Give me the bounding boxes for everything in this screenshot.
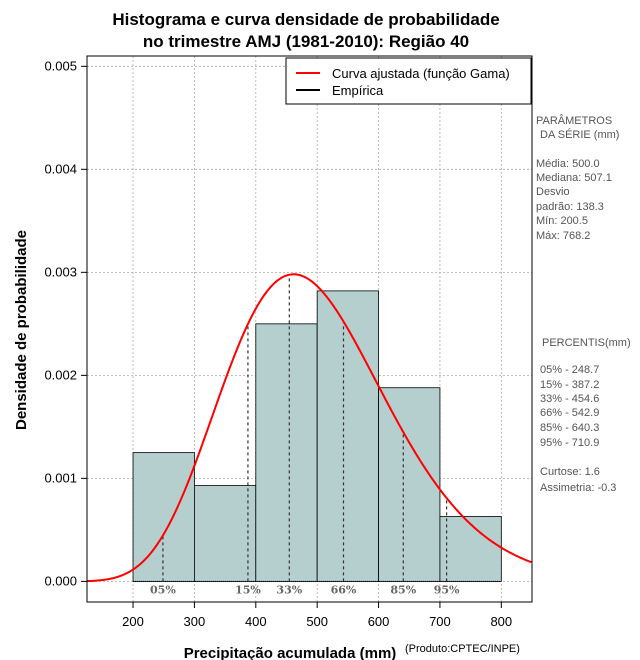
x-tick-label-300: 300 <box>184 614 206 629</box>
legend-label-gamma: Curva ajustada (função Gama) <box>332 66 510 81</box>
plot-frame <box>86 55 533 603</box>
stat-min: Mín: 200.5 <box>536 215 588 227</box>
percentil-05: 05% - 248.7 <box>540 364 599 376</box>
y-tick-label-5: 0.005 <box>44 58 77 73</box>
gamma-curve-line <box>86 273 532 583</box>
x-tick-label-200: 200 <box>122 614 144 629</box>
legend-label-empirical: Empírica <box>332 83 384 98</box>
percentil-66: 66% - 542.9 <box>540 407 599 419</box>
percentil-33: 33% - 454.6 <box>540 393 599 405</box>
credit-label: (Produto:CPTEC/INPE) <box>405 643 520 655</box>
stat-desvio-2: padrão: 138.3 <box>536 201 604 213</box>
histogram-bar-2 <box>255 323 318 582</box>
chart-title-line1: Histograma e curva densidade de probabil… <box>112 10 499 29</box>
percentil-15: 15% - 387.2 <box>540 379 599 391</box>
y-tick-label-2: 0.002 <box>44 367 77 382</box>
histogram-bar-3 <box>316 290 379 582</box>
percentil-85: 85% - 640.3 <box>540 422 599 434</box>
y-tick-label-4: 0.004 <box>44 161 77 176</box>
y-axis-label: Densidade de probabilidade <box>13 230 30 430</box>
stat-mediana: Mediana: 507.1 <box>536 172 612 184</box>
percentile-label-4: 85% <box>390 583 416 596</box>
stat-assimetria: Assimetria: -0.3 <box>540 482 616 494</box>
chart-title-line2: no trimestre AMJ (1981-2010): Região 40 <box>143 32 469 51</box>
histogram-bars <box>132 290 502 582</box>
y-tick-label-1: 0.001 <box>44 470 77 485</box>
x-axis-label: Precipitação acumulada (mm) <box>184 645 397 660</box>
axes: 200 300 400 500 600 700 800 0.000 0.001 0.002 0.00… <box>44 58 512 629</box>
histogram-bar-5 <box>439 516 502 582</box>
percentis-title: PERCENTIS(mm) <box>542 337 631 349</box>
stat-max: Máx: 768.2 <box>536 230 590 242</box>
x-tick-label-500: 500 <box>306 614 328 629</box>
stat-curtose: Curtose: 1.6 <box>540 466 600 478</box>
percentile-label-5: 95% <box>434 583 460 596</box>
percentile-label-3: 66% <box>331 583 357 596</box>
stat-desvio-1: Desvio <box>536 186 570 198</box>
side-panel: PARÂMETROS DA SÉRIE (mm) Média: 500.0 Me… <box>536 114 631 494</box>
percentile-label-1: 15% <box>235 583 261 596</box>
percentile-label-0: 05% <box>150 583 176 596</box>
y-tick-label-3: 0.003 <box>44 264 77 279</box>
percentil-95: 95% - 710.9 <box>540 437 599 449</box>
histogram-bar-1 <box>194 485 257 582</box>
x-tick-label-400: 400 <box>245 614 267 629</box>
percentile-markers: 05% 15% 33% 66% 85% 95% <box>150 274 460 596</box>
x-tick-label-600: 600 <box>368 614 390 629</box>
stat-media: Média: 500.0 <box>536 158 600 170</box>
y-tick-label-0: 0.000 <box>44 573 77 588</box>
params-title-1: PARÂMETROS <box>536 114 612 127</box>
gamma-curve <box>86 273 532 583</box>
legend-box <box>285 57 532 105</box>
percentile-label-2: 33% <box>276 583 302 596</box>
x-tick-label-800: 800 <box>490 614 512 629</box>
legend: Curva ajustada (função Gama) Empírica <box>285 57 532 105</box>
params-title-2: DA SÉRIE (mm) <box>540 128 619 141</box>
histogram-bar-4 <box>378 387 441 582</box>
x-tick-label-700: 700 <box>429 614 451 629</box>
